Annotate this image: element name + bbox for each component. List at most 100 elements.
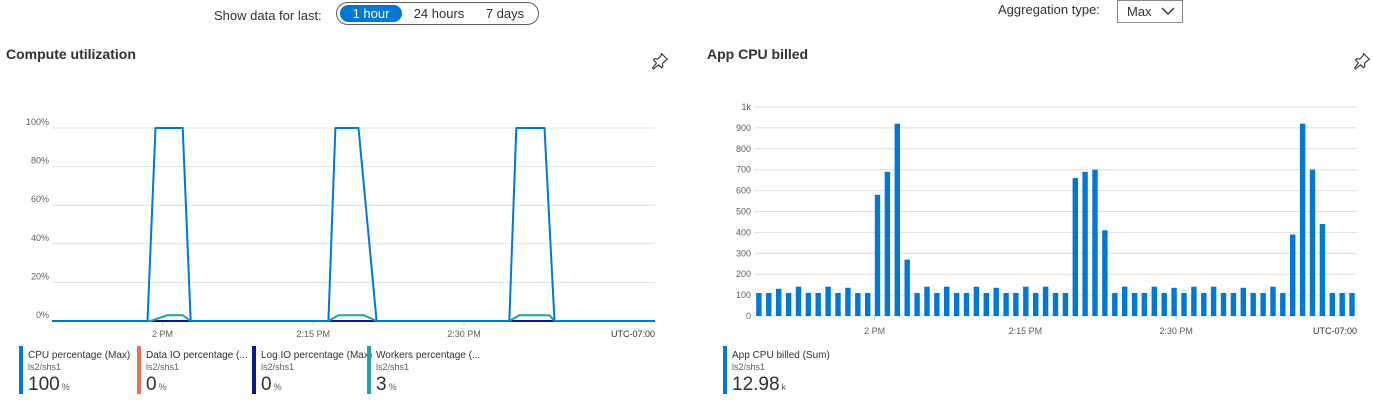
y-tick-label: 20% [31,271,49,281]
billed-bar [1102,230,1108,316]
y-tick-label: 0% [36,310,49,320]
billed-bar [1052,293,1059,316]
pin-icon[interactable] [651,52,669,70]
billed-bar [766,293,772,316]
cpu-percentage-line [52,127,655,322]
billed-bar [963,293,970,316]
range-1-hour-button[interactable]: 1 hour [340,5,402,22]
legend-value: 3% [376,374,397,396]
billed-bar [865,293,871,316]
billed-bar [1260,293,1266,316]
billed-bar [1329,293,1335,316]
legend-color-swatch [723,346,727,394]
billed-bar [914,293,920,316]
billed-bar [1092,169,1098,316]
x-tick-label: 2:15 PM [297,329,331,339]
aggregation-type-label: Aggregation type: [998,2,1100,17]
y-tick-label: 400 [736,227,751,237]
billed-bar [1240,287,1246,316]
x-tick-label: 2 PM [152,329,173,339]
y-tick-label: 1k [741,102,751,112]
range-24-hours-button[interactable]: 24 hours [413,6,465,21]
legend-series-name: Data IO percentage (... [146,350,248,361]
chevron-down-icon [1161,7,1175,15]
y-tick-label: 200 [736,269,751,279]
billed-bar [1339,293,1345,316]
billed-bar [1250,293,1256,316]
x-tick-label: 2:15 PM [1009,326,1043,336]
legend-value-unit: % [61,382,70,392]
billed-bar [1013,293,1019,316]
legend-value: 0% [146,374,167,396]
x-tick-label: 2 PM [864,326,885,336]
y-tick-label: 60% [31,194,49,204]
billed-bar [1131,293,1138,316]
y-tick-label: 800 [736,144,751,154]
billed-bar [1210,286,1217,316]
billed-bar [1181,293,1187,316]
y-tick-label: 600 [736,186,751,196]
x-tick-label: 2:30 PM [447,329,481,339]
billed-bar [973,286,980,316]
y-tick-label: 100% [26,117,49,127]
legend-color-swatch [19,346,23,394]
billed-bar [1201,293,1207,316]
billed-bar [1280,293,1286,316]
legend-resource-name: ls2/shs1 [28,362,62,372]
billed-bar [1319,224,1326,316]
y-tick-label: 700 [736,165,751,175]
billed-bar [1220,293,1227,316]
billed-bar [1191,286,1197,316]
billed-bar [1151,286,1157,316]
legend-value-unit: k [781,382,787,392]
legend-value-unit: % [388,382,397,392]
legend-color-swatch [367,346,371,394]
legend-value-number: 0 [146,374,157,395]
time-range-selector[interactable]: 1 hour 24 hours 7 days [336,2,539,25]
legend-color-swatch [137,346,141,394]
billed-bar [1062,293,1069,316]
timezone-label: UTC-07:00 [1313,326,1357,336]
y-tick-label: 300 [736,248,751,258]
legend-value: 0% [261,374,282,396]
legend-value-number: 3 [376,374,387,395]
billed-bar [884,171,891,316]
y-tick-label: 100 [736,290,751,300]
legend-value-unit: % [158,382,167,392]
legend-value-number: 0 [261,374,272,395]
legend-value: 12.98 k [732,374,786,396]
workers-percentage-line [52,314,655,322]
legend-value-number: 12.98 [732,374,780,395]
billed-bar [1003,293,1009,316]
legend-series-name: Log IO percentage (Max) [261,350,373,361]
app-cpu-billed-chart: 0 100 200 300 400 500 600 700 800 900 1k 2 PM 2:15 P… [736,102,1357,336]
billed-bar [1290,234,1296,316]
show-data-label: Show data for last: [214,8,322,23]
billed-bar [815,293,821,316]
legend-color-swatch [252,346,256,394]
billed-bar [934,293,940,316]
billed-bar [1309,169,1316,316]
legend-series-name: Workers percentage (... [376,350,481,361]
y-tick-label: 80% [31,156,49,166]
billed-bar [845,287,851,316]
billed-bar [1270,286,1276,316]
billed-bar [1072,178,1078,316]
pin-icon[interactable] [1353,52,1371,70]
billed-bar [756,293,762,316]
billed-bar [1349,293,1355,316]
legend-series-name: App CPU billed (Sum) [732,350,830,361]
billed-bar [835,293,841,316]
billed-bar [1141,293,1148,316]
y-tick-label: 0 [746,311,751,321]
aggregation-type-value: Max [1127,4,1152,19]
billed-bar [953,293,960,316]
timezone-label: UTC-07:00 [611,329,655,339]
y-tick-label: 500 [736,207,751,217]
range-7-days-button[interactable]: 7 days [485,6,525,21]
legend-value-number: 100 [28,374,60,395]
aggregation-type-dropdown[interactable]: Max [1117,0,1183,23]
compute-utilization-chart: 0% 20% 40% 60% 80% 100% 2 PM 2:15 PM 2:30 PM UTC-… [26,117,655,339]
billed-bar [924,286,930,316]
legend-resource-name: ls2/shs1 [146,362,180,372]
